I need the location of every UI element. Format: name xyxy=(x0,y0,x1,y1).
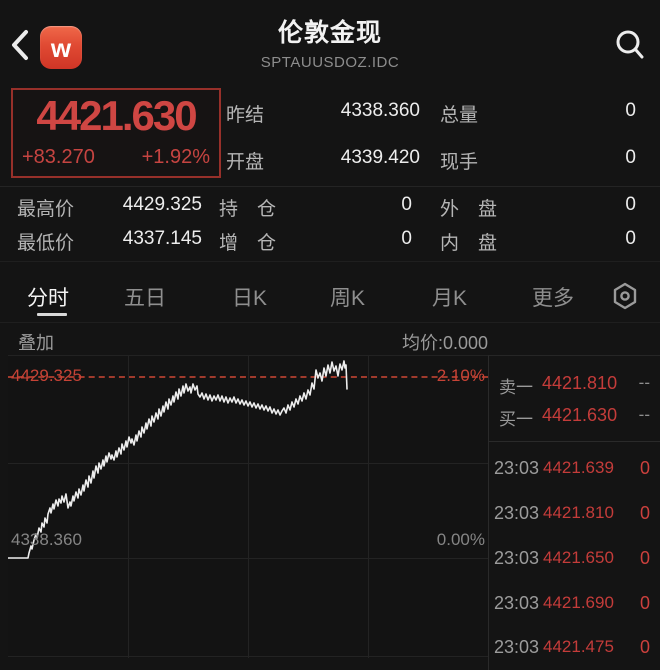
high-value: 4429.325 xyxy=(122,194,202,215)
total-volume-value: 0 xyxy=(625,100,636,121)
tick-time: 23:03 xyxy=(494,503,540,523)
tick-row: 23:03 4421.475 0 xyxy=(489,637,660,659)
ask-row: 卖一 4421.810 -- xyxy=(489,373,660,397)
price-change: +83.270 xyxy=(22,146,95,168)
h-gridline xyxy=(8,656,488,657)
price-change-percent: +1.92% xyxy=(141,146,210,168)
tab-five-day[interactable]: 五日 xyxy=(124,287,166,310)
price-polyline xyxy=(8,360,348,559)
tick-time: 23:03 xyxy=(494,548,540,568)
tick-price: 4421.690 xyxy=(543,593,614,612)
bid-row: 买一 4421.630 -- xyxy=(489,405,660,429)
tab-monthly-k[interactable]: 月K xyxy=(432,287,468,310)
last-price-box: 4421.630 +83.270 +1.92% xyxy=(11,88,221,178)
inner-disk-label: 内 盘 xyxy=(440,233,498,254)
overlay-button[interactable]: 叠加 xyxy=(18,333,54,353)
tick-volume: 0 xyxy=(639,637,650,657)
high-line-pct-label: 2.10% xyxy=(436,366,485,385)
tick-row: 23:03 4421.810 0 xyxy=(489,503,660,525)
tab-weekly-k[interactable]: 周K xyxy=(330,287,366,310)
tick-time: 23:03 xyxy=(494,458,540,478)
current-hand-label: 现手 xyxy=(440,152,479,173)
average-price-label: 均价:0.000 xyxy=(401,333,488,353)
back-chevron-icon xyxy=(12,30,28,60)
tick-volume: 0 xyxy=(639,548,650,568)
divider xyxy=(489,441,660,442)
current-hand-value: 0 xyxy=(625,147,636,168)
gear-icon xyxy=(613,282,637,310)
minute-chart-canvas[interactable]: 4429.325 2.10% 4338.360 0.00% xyxy=(8,355,488,658)
low-value: 4337.145 xyxy=(122,228,202,249)
price-line-svg xyxy=(8,360,348,559)
zero-line-price-label: 4338.360 xyxy=(11,530,82,549)
tab-minute[interactable]: 分时 xyxy=(27,287,69,310)
zero-line-pct-label: 0.00% xyxy=(436,530,485,549)
divider xyxy=(0,186,660,187)
inner-disk-value: 0 xyxy=(625,228,636,249)
tick-time: 23:03 xyxy=(494,637,540,657)
chart-settings-button[interactable] xyxy=(610,281,640,311)
bid-price: 4421.630 xyxy=(542,405,618,425)
oi-change-label: 增 仓 xyxy=(219,233,277,254)
tick-volume: 0 xyxy=(639,458,650,478)
ask-label: 卖一 xyxy=(499,378,533,397)
instrument-code: SPTAUUSDOZ.IDC xyxy=(260,54,400,71)
tick-price: 4421.810 xyxy=(543,503,614,522)
low-label: 最低价 xyxy=(17,233,75,254)
prev-settle-label: 昨结 xyxy=(226,105,265,126)
v-gridline xyxy=(248,356,249,658)
tick-price: 4421.475 xyxy=(543,637,614,656)
tab-daily-k[interactable]: 日K xyxy=(232,287,268,310)
bid-label: 买一 xyxy=(499,410,533,429)
open-interest-label: 持 仓 xyxy=(219,199,277,220)
wind-logo-letter: w xyxy=(50,32,72,63)
tick-price: 4421.650 xyxy=(543,548,614,567)
active-tab-underline xyxy=(37,313,67,316)
search-button[interactable] xyxy=(614,28,646,62)
total-volume-label: 总量 xyxy=(440,105,479,126)
tick-row: 23:03 4421.690 0 xyxy=(489,593,660,615)
oi-change-value: 0 xyxy=(401,228,412,249)
high-label: 最高价 xyxy=(17,199,75,220)
order-book-panel: 卖一 4421.810 -- 买一 4421.630 -- 23:03 4421… xyxy=(488,355,660,670)
divider xyxy=(0,322,660,323)
tick-price: 4421.639 xyxy=(543,458,614,477)
back-button[interactable] xyxy=(10,28,32,62)
ask-price: 4421.810 xyxy=(542,373,618,393)
page-title: 伦敦金现 xyxy=(277,19,382,47)
tick-row: 23:03 4421.639 0 xyxy=(489,458,660,480)
v-gridline xyxy=(128,356,129,658)
last-price: 4421.630 xyxy=(36,92,197,139)
outer-disk-value: 0 xyxy=(625,194,636,215)
outer-disk-label: 外 盘 xyxy=(440,199,498,220)
h-gridline-zero xyxy=(8,558,488,559)
open-value: 4339.420 xyxy=(340,147,420,168)
tick-volume: 0 xyxy=(639,503,650,523)
ask-volume: -- xyxy=(638,373,650,392)
high-dashed-line xyxy=(8,376,488,378)
prev-settle-value: 4338.360 xyxy=(340,100,420,121)
open-label: 开盘 xyxy=(226,152,265,173)
divider xyxy=(0,261,660,262)
tick-row: 23:03 4421.650 0 xyxy=(489,548,660,570)
high-line-price-label: 4429.325 xyxy=(11,366,82,385)
tick-volume: 0 xyxy=(639,593,650,613)
tab-more[interactable]: 更多 xyxy=(532,287,574,310)
v-gridline xyxy=(368,356,369,658)
search-icon xyxy=(616,30,644,59)
open-interest-value: 0 xyxy=(401,194,412,215)
wind-app-logo: w xyxy=(40,26,82,69)
bid-volume: -- xyxy=(638,405,650,424)
tick-time: 23:03 xyxy=(494,593,540,613)
h-gridline xyxy=(8,463,488,464)
